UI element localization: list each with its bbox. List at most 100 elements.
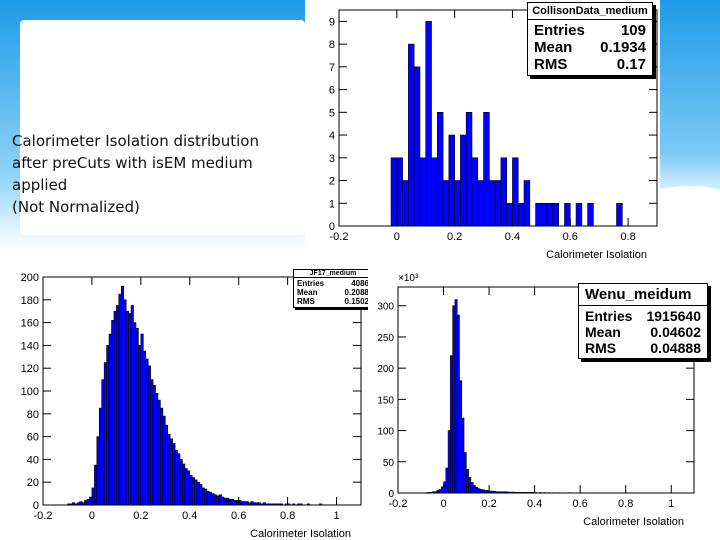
histogram-bar	[233, 500, 237, 506]
x-tick-label: 0.8	[618, 498, 633, 510]
histogram-bar	[495, 491, 499, 494]
histogram-bar	[118, 293, 122, 506]
y-tick-label: 300	[377, 302, 394, 313]
caption-line: Calorimeter Isolation distribution	[12, 132, 259, 150]
histogram-bar	[160, 407, 164, 506]
y-tick-label: 120	[21, 363, 39, 375]
histogram-bar	[523, 180, 531, 227]
histogram-bar	[179, 459, 183, 506]
histogram-bar	[265, 503, 269, 506]
histogram-bar	[450, 355, 453, 494]
histogram-bar	[152, 385, 156, 506]
histogram-bar	[277, 503, 281, 506]
x-tick-label: 0.2	[481, 498, 496, 510]
y-tick-label: 40	[27, 454, 39, 466]
histogram-bar	[396, 157, 403, 227]
histogram-bar	[74, 503, 78, 506]
y-tick-label: 100	[377, 427, 394, 438]
histogram-bar	[162, 415, 166, 506]
histogram-bar	[465, 112, 473, 227]
y-tick-label: 6	[329, 85, 335, 97]
x-tick-label: -0.2	[330, 231, 349, 243]
histogram-bar	[470, 482, 474, 494]
histogram-bar	[248, 502, 252, 506]
histogram-bar	[471, 157, 479, 227]
histogram-bar	[245, 501, 249, 506]
x-tick-label: 0.6	[231, 510, 246, 522]
histogram-bar	[319, 503, 323, 506]
histogram-bar	[196, 481, 200, 506]
y-tick-label: 250	[377, 333, 394, 344]
x-tick-label: 0.8	[280, 510, 295, 522]
histogram-bar	[211, 493, 215, 506]
histogram-bar	[466, 468, 469, 494]
y-tick-label: 140	[21, 340, 39, 352]
histogram-bar	[425, 21, 432, 227]
stats-row-entries: Entries 4086	[297, 279, 369, 288]
histogram-bar	[172, 443, 176, 506]
histogram-bar	[270, 503, 274, 506]
histogram-bar	[194, 479, 198, 506]
histogram-bar	[552, 202, 560, 227]
slide-caption: Calorimeter Isolation distribution after…	[12, 130, 302, 218]
stats-row-mean: Mean 0.04602	[585, 324, 701, 340]
histogram-bar	[147, 365, 151, 506]
histogram-bar	[257, 502, 262, 506]
histogram-bar	[477, 488, 481, 494]
histogram-bar	[616, 202, 623, 227]
histogram-bar	[123, 299, 127, 506]
y-tick-label: 1	[329, 198, 335, 210]
histogram-bar	[79, 501, 83, 506]
histogram-bar	[150, 379, 154, 506]
y-axis-exponent: ×10³	[398, 273, 419, 284]
histogram-bar	[84, 500, 88, 506]
histogram-bar	[130, 305, 134, 506]
y-tick-label: 4	[329, 130, 335, 142]
histogram-bar	[120, 285, 125, 506]
x-tick-label: -0.2	[389, 498, 408, 510]
histogram-bar	[267, 503, 271, 506]
histogram-bar	[463, 452, 467, 494]
histogram-bar	[427, 492, 431, 494]
histogram-bar	[133, 322, 137, 506]
histogram-bar	[111, 320, 115, 506]
histogram-bar	[191, 477, 195, 506]
y-tick-label: 50	[383, 458, 395, 469]
histogram-jf17: -0.2 0 0.2 0.4 0.6 0.8 1 0 20 40 60 80 100 120 140 160 1…	[5, 265, 373, 540]
histogram-wenu: -0.2 0 0.2 0.4 0.6 0.8 1 0 50 100 150 200 250 300 Calo…	[368, 265, 720, 540]
histogram-bar	[575, 202, 583, 227]
y-tick-label: 9	[329, 16, 335, 28]
plot-frame	[42, 276, 362, 506]
histogram-bar	[452, 305, 456, 494]
histogram-bar	[483, 112, 490, 227]
histogram-bar	[436, 490, 440, 494]
histogram-bar	[494, 180, 502, 227]
histogram-bar	[108, 333, 112, 506]
histogram-bar	[489, 180, 496, 227]
histogram-bar	[491, 490, 494, 494]
y-tick-label: 2	[329, 176, 335, 188]
histogram-bar	[512, 157, 519, 227]
histogram-bar	[96, 436, 100, 506]
x-axis-title: Calorimeter Isolation	[250, 528, 351, 540]
histogram-bar	[142, 350, 147, 506]
histogram-bar	[402, 180, 409, 227]
histogram-bar	[535, 202, 542, 227]
y-tick-label: 3	[329, 153, 335, 165]
histogram-bar	[167, 434, 171, 506]
histogram-bar	[201, 487, 205, 506]
histogram-bar	[98, 407, 103, 506]
histogram-bar	[504, 491, 508, 494]
histogram-bar	[101, 379, 105, 506]
histogram-bar	[67, 503, 71, 506]
x-tick-label: 0	[440, 498, 446, 510]
histogram-bar	[413, 66, 421, 227]
histogram-bar	[520, 492, 524, 494]
histogram-bar	[81, 502, 85, 506]
histogram-bar	[299, 503, 303, 506]
histogram-bar	[253, 502, 257, 506]
histogram-bar	[272, 503, 276, 506]
histogram-bar	[518, 492, 522, 494]
stats-row-rms: RMS 0.1502	[297, 297, 369, 306]
